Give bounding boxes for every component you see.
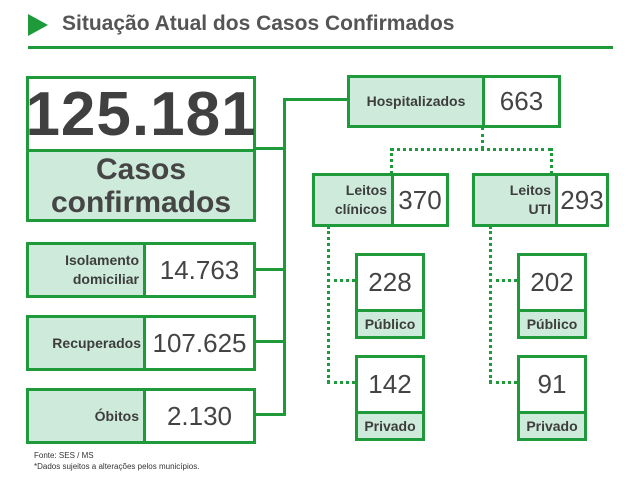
confirmed-cases-label: Casos confirmados [29,149,253,219]
clinical-private-box: 142 Privado [355,355,425,441]
footer-source: Fonte: SES / MS [34,451,94,460]
connector-to-deaths [254,413,286,416]
dotted-clinical-trunk [327,226,330,383]
deaths-value: 2.130 [143,391,253,441]
dotted-to-clinical [390,148,393,174]
icu-private-label: Privado [520,411,584,438]
connector-to-hospitalized [283,98,348,101]
clinical-public-box: 228 Público [355,253,425,339]
icu-public-label: Público [520,309,584,336]
deaths-label: Óbitos [94,407,139,424]
isolation-label: Isolamento domiciliar [29,245,143,295]
title-divider [28,46,613,49]
icu-public-value: 202 [520,256,584,309]
recovered-box: Recuperados 107.625 [26,315,256,371]
icu-beds-value: 293 [555,176,606,224]
dotted-to-icu [550,148,553,174]
isolation-label-line1: Isolamento [65,252,139,268]
dotted-hospitalized-down [481,127,484,149]
recovered-value: 107.625 [143,318,253,368]
dotted-icu-private [489,381,517,384]
connector-to-recovered [254,340,286,343]
icu-beds-box: Leitos UTI 293 [472,173,609,227]
clinical-public-label: Público [358,309,422,336]
dotted-clinical-private [327,381,355,384]
connector-trunk [283,98,286,416]
isolation-value: 14.763 [143,245,253,295]
icu-private-box: 91 Privado [517,355,587,441]
icu-public-box: 202 Público [517,253,587,339]
hospitalized-label: Hospitalizados [366,93,466,109]
icu-beds-label: Leitos UTI [475,176,555,224]
title-arrow-icon [28,14,48,36]
clinical-public-value: 228 [358,256,422,309]
connector-to-confirmed [254,147,286,150]
clinical-private-value: 142 [358,358,422,411]
clinical-label-line1: Leitos [345,182,387,198]
footer-note: *Dados sujeitos a alterações pelos munic… [34,462,200,471]
icu-label-line1: Leitos [509,182,551,198]
dotted-icu-public [489,279,517,282]
hospitalized-box: Hospitalizados 663 [347,75,561,128]
deaths-box: Óbitos 2.130 [26,388,256,444]
confirmed-cases-box: 125.181 Casos confirmados [25,76,257,222]
dotted-icu-trunk [489,226,492,383]
dotted-beds-bar [390,148,552,151]
confirmed-label-line2: confirmados [50,185,232,219]
clinical-beds-value: 370 [391,176,446,224]
clinical-label-line2: clínicos [334,201,387,217]
clinical-private-label: Privado [358,411,422,438]
icu-label-line2: UTI [528,201,551,217]
clinical-beds-label: Leitos clínicos [315,176,391,224]
hospitalized-value: 663 [482,78,558,125]
isolation-box: Isolamento domiciliar 14.763 [26,242,256,298]
dotted-clinical-public [327,279,355,282]
icu-private-value: 91 [520,358,584,411]
confirmed-label-line1: Casos [95,152,187,186]
confirmed-cases-value: 125.181 [25,79,257,149]
connector-to-isolation [254,268,286,271]
clinical-beds-box: Leitos clínicos 370 [312,173,449,227]
page-title: Situação Atual dos Casos Confirmados [62,12,455,35]
isolation-label-line2: domiciliar [72,271,139,287]
recovered-label: Recuperados [52,334,141,351]
